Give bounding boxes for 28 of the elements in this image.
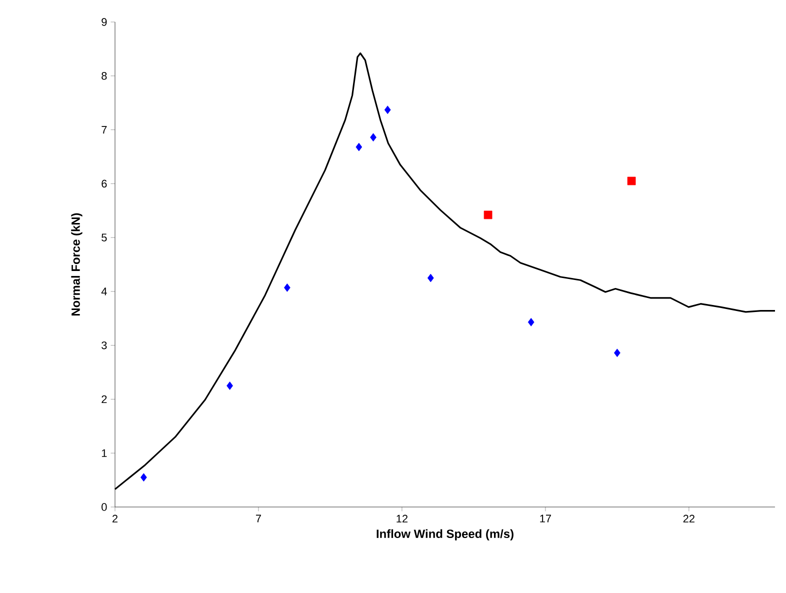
point xyxy=(627,176,636,186)
point xyxy=(226,382,233,390)
point xyxy=(284,283,290,292)
point xyxy=(614,348,620,358)
point xyxy=(484,210,492,220)
y-tick-label: 9 xyxy=(102,18,107,26)
y-tick-label: 1 xyxy=(102,449,107,457)
y-tick-label: 4 xyxy=(101,288,107,296)
point xyxy=(427,274,434,282)
point xyxy=(370,133,376,142)
x-tick-label: 22 xyxy=(683,514,694,522)
y-tick-label: 0 xyxy=(102,503,107,511)
x-tick-label: 17 xyxy=(540,514,551,522)
point xyxy=(356,142,362,152)
point xyxy=(140,473,147,482)
x-axis-title: Inflow Wind Speed (m/s) xyxy=(376,529,514,540)
y-tick-label: 6 xyxy=(102,180,107,188)
y-tick-label: 3 xyxy=(102,341,107,350)
x-tick-label: 2 xyxy=(112,514,118,522)
x-tick-label: 12 xyxy=(396,514,408,522)
x-tick-label: 7 xyxy=(256,514,261,522)
y-axis-title: Normal Force (kN) xyxy=(71,213,82,316)
y-tick-label: 8 xyxy=(102,72,107,80)
y-tick-label: 2 xyxy=(102,395,107,404)
y-tick-label: 7 xyxy=(102,126,107,134)
point xyxy=(528,318,534,326)
y-tick-label: 5 xyxy=(102,234,107,242)
point xyxy=(384,106,391,114)
